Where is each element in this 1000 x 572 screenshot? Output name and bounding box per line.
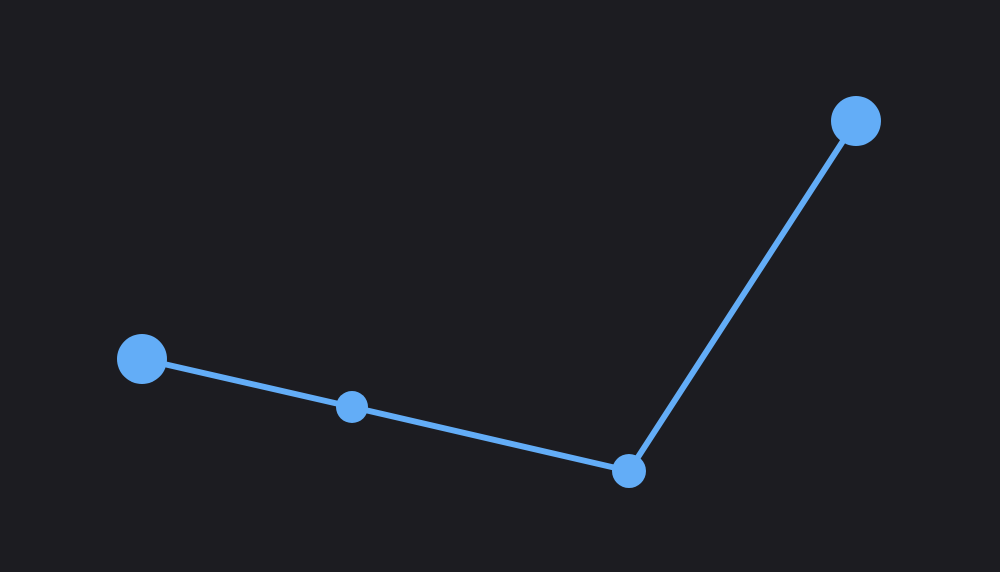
node-1-handle[interactable] <box>117 334 167 384</box>
node-4-handle[interactable] <box>831 96 881 146</box>
path-nodes <box>117 96 881 488</box>
path-segments <box>139 118 859 474</box>
path-segment-2[interactable] <box>349 404 632 474</box>
path-segment-3[interactable] <box>626 118 859 474</box>
node-3-handle[interactable] <box>612 454 646 488</box>
node-2-handle[interactable] <box>336 391 368 423</box>
path-segment-1[interactable] <box>139 356 355 410</box>
